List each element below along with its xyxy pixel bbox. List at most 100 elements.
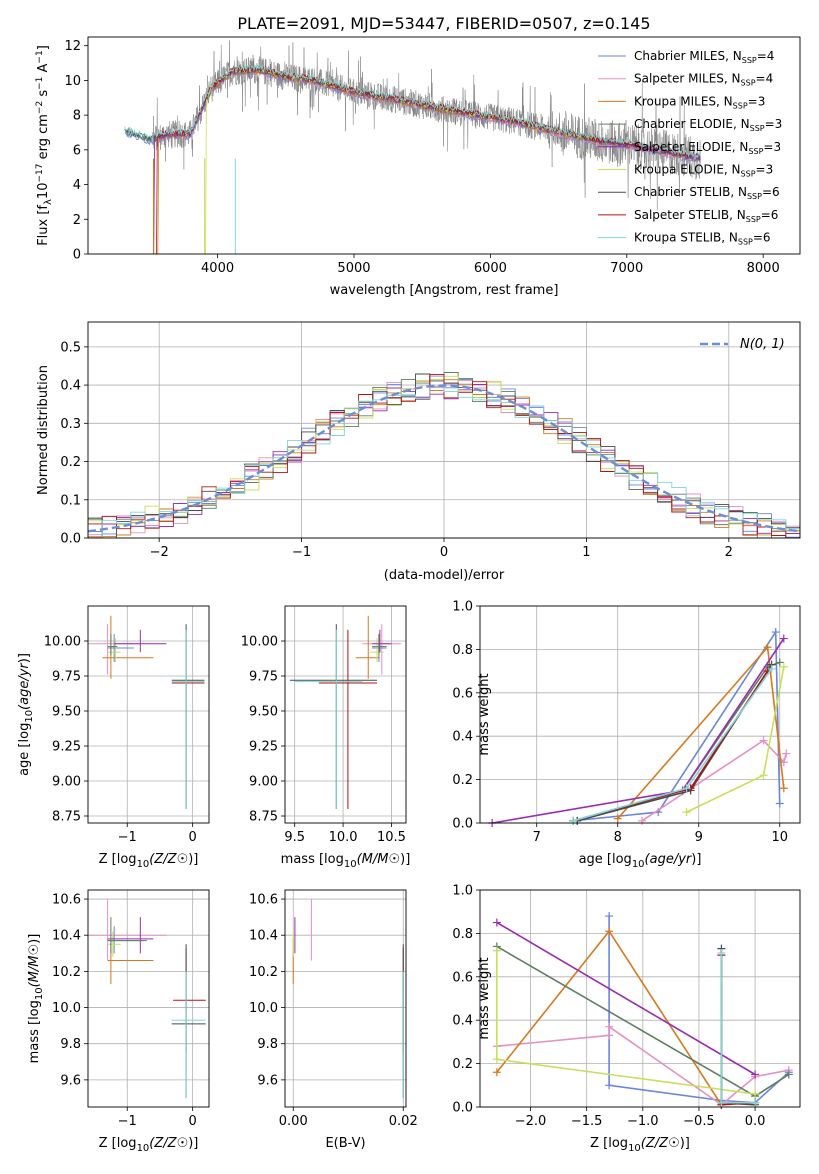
- mass-weight-line: [496, 1025, 789, 1106]
- mass-weight-line: [617, 645, 785, 820]
- y-tick-label: 10.2: [52, 965, 81, 980]
- y-tick-label: 0.6: [452, 970, 473, 985]
- x-axis-label: age [log10(age/yr)]: [579, 852, 702, 870]
- plus-marker: [682, 808, 691, 817]
- y-tick-label: 9.8: [60, 1037, 81, 1052]
- x-axis-label: E(B-V): [325, 1136, 365, 1151]
- model-spectrum-kroupa-stelib: [124, 63, 701, 159]
- x-tick-label: −0.5: [683, 1114, 715, 1129]
- plus-marker: [775, 799, 784, 808]
- mass-vs-ebv-panel: 0.00 0.02 9.6 9.8 10.0 10.2 10.4 10.6 E(B-V): [249, 889, 418, 1151]
- y-tick-label: 0.6: [452, 686, 473, 701]
- axes-frame: [87, 605, 210, 824]
- spectrum-panel: 4000 5000 6000 7000 8000 0 2 4 6 8 10 12 wavelength …: [35, 36, 801, 298]
- y-tick-label: 0.4: [452, 730, 473, 745]
- observed-spectrum: [124, 40, 701, 211]
- x-tick-label: −1: [118, 830, 137, 845]
- y-tick-label: 9.6: [60, 1073, 81, 1088]
- x-tick-label: 9: [695, 830, 703, 845]
- y-axis-label: Normed distribution: [36, 365, 51, 495]
- plus-marker: [492, 1068, 501, 1077]
- y-tick-label: 10.6: [52, 893, 81, 908]
- y-tick-label: 10.4: [249, 929, 278, 944]
- axes-frame: [479, 889, 801, 1108]
- legend-entry: Salpeter ELODIE, NSSP=3: [634, 140, 781, 156]
- x-tick-label: 0: [189, 830, 197, 845]
- y-tick-label: 10.0: [52, 1001, 81, 1016]
- legend-entry: Kroupa ELODIE, NSSP=3: [634, 163, 773, 179]
- plus-marker: [605, 1031, 614, 1040]
- y-tick-label: 10.6: [249, 893, 278, 908]
- histogram-step: [88, 385, 800, 538]
- y-tick-label: 10.00: [44, 635, 81, 650]
- y-tick-label: 1.0: [452, 884, 473, 899]
- plus-marker: [605, 1081, 614, 1090]
- mass-weight-vs-metallicity-panel: −2.0 −1.5 −1.0 −0.5 0.0 0.0 0.2 0.4 0.6 0.8 1.0 Z […: [452, 884, 801, 1154]
- y-tick-label: 0.4: [60, 379, 81, 394]
- y-tick-label: 9.8: [257, 1037, 278, 1052]
- y-tick-label: 8.75: [249, 810, 278, 825]
- mass-weight-line: [572, 670, 769, 822]
- x-axis-label: (data-model)/error: [384, 568, 505, 583]
- x-tick-label: 7: [533, 830, 541, 845]
- x-tick-label: 6000: [474, 261, 507, 276]
- plus-marker: [613, 814, 622, 823]
- figure-title: PLATE=2091, MJD=53447, FIBERID=0507, z=0…: [237, 14, 650, 33]
- y-tick-label: 10: [64, 74, 81, 89]
- plus-marker: [784, 1070, 793, 1079]
- x-tick-label: 10.0: [329, 830, 358, 845]
- x-tick-label: −1: [292, 545, 311, 560]
- axes-frame: [284, 605, 407, 824]
- y-tick-label: 9.75: [52, 670, 81, 685]
- y-tick-label: 0.1: [60, 493, 81, 508]
- y-tick-label: 9.50: [52, 705, 81, 720]
- y-tick-label: 0.2: [60, 455, 81, 470]
- legend-entry: Chabrier ELODIE, NSSP=3: [634, 117, 782, 133]
- x-tick-label: −1.0: [627, 1114, 659, 1129]
- y-axis-label: mass [log10(M/M☉)]: [27, 934, 45, 1064]
- x-tick-label: 0: [440, 545, 448, 560]
- x-tick-label: 0: [189, 1114, 197, 1129]
- x-tick-label: 0.00: [279, 1114, 308, 1129]
- y-axis-label: mass weight: [477, 957, 492, 1039]
- y-tick-label: 0.2: [452, 1057, 473, 1072]
- x-tick-label: 5000: [337, 261, 370, 276]
- plus-marker: [767, 664, 776, 673]
- y-tick-label: 0.0: [452, 1101, 473, 1116]
- y-tick-label: 9.25: [249, 740, 278, 755]
- normal-curve: [87, 384, 801, 533]
- x-tick-label: 8: [614, 830, 622, 845]
- x-axis-label: Z [log10(Z/Z☉)]: [99, 1136, 199, 1154]
- x-tick-label: −1.5: [571, 1114, 603, 1129]
- y-tick-label: 8.75: [52, 810, 81, 825]
- plus-marker: [717, 948, 726, 957]
- plus-marker: [779, 634, 788, 643]
- y-tick-label: 0.8: [452, 927, 473, 942]
- y-tick-label: 1.0: [452, 600, 473, 615]
- plus-marker: [771, 628, 780, 637]
- axes-frame: [87, 321, 801, 539]
- y-tick-label: 9.25: [52, 740, 81, 755]
- y-tick-label: 4: [73, 178, 81, 193]
- y-tick-label: 0.8: [452, 643, 473, 658]
- mass-vs-metallicity-panel: −1 0 9.6 9.8 10.0 10.2 10.4 10.6 Z [log10(Z/Z☉)]…: [27, 889, 210, 1154]
- plus-marker: [763, 643, 772, 652]
- x-tick-label: −2: [150, 545, 169, 560]
- plus-marker: [779, 662, 788, 671]
- x-tick-label: 9.5: [284, 830, 305, 845]
- plus-marker: [492, 1055, 501, 1064]
- x-axis-label: Z [log10(Z/Z☉)]: [590, 1136, 690, 1154]
- x-tick-label: 4000: [201, 261, 234, 276]
- mass-weight-line: [572, 668, 773, 822]
- y-tick-label: 0.0: [60, 532, 81, 547]
- y-tick-label: 9.75: [249, 670, 278, 685]
- x-axis-label: mass [log10(M/M☉)]: [281, 852, 411, 870]
- axes-frame: [87, 889, 210, 1108]
- y-tick-label: 9.00: [249, 775, 278, 790]
- mass-weight-line: [686, 666, 785, 813]
- x-tick-label: 10: [771, 830, 788, 845]
- x-tick-label: 10.5: [377, 830, 406, 845]
- plus-marker: [605, 1022, 614, 1031]
- y-axis-label: age [log10(age/yr)]: [17, 653, 35, 776]
- legend-entry: Chabrier MILES, NSSP=4: [634, 49, 774, 65]
